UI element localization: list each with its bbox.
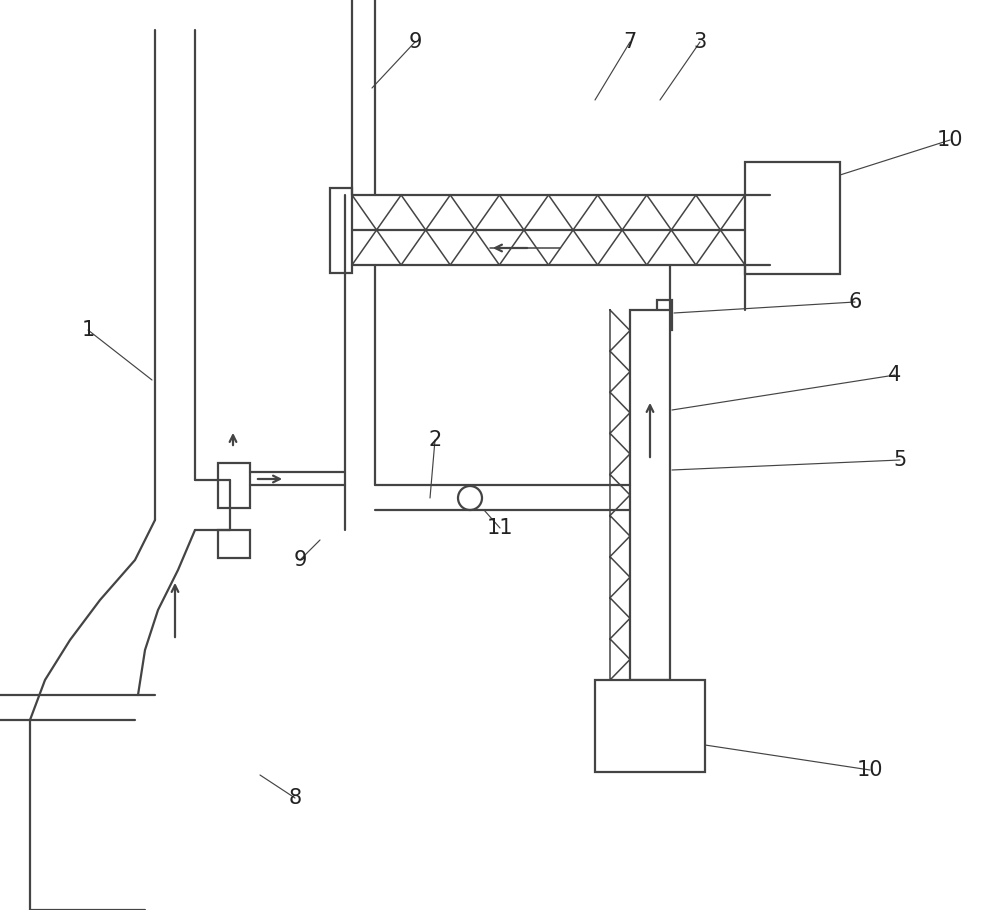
Text: 9: 9 xyxy=(408,32,422,52)
Text: 3: 3 xyxy=(693,32,707,52)
Text: 1: 1 xyxy=(81,320,95,340)
Bar xyxy=(218,463,250,508)
Text: 5: 5 xyxy=(893,450,907,470)
Text: 11: 11 xyxy=(487,518,513,538)
Bar xyxy=(657,300,672,330)
Text: 10: 10 xyxy=(937,130,963,150)
Bar xyxy=(745,162,840,274)
Bar xyxy=(330,188,352,273)
Text: 7: 7 xyxy=(623,32,637,52)
Text: 6: 6 xyxy=(848,292,862,312)
Bar xyxy=(630,310,670,680)
Text: 8: 8 xyxy=(288,788,302,808)
Bar xyxy=(595,680,705,772)
Text: 9: 9 xyxy=(293,550,307,570)
Bar xyxy=(218,530,250,558)
Text: 4: 4 xyxy=(888,365,902,385)
Text: 2: 2 xyxy=(428,430,442,450)
Text: 10: 10 xyxy=(857,760,883,780)
